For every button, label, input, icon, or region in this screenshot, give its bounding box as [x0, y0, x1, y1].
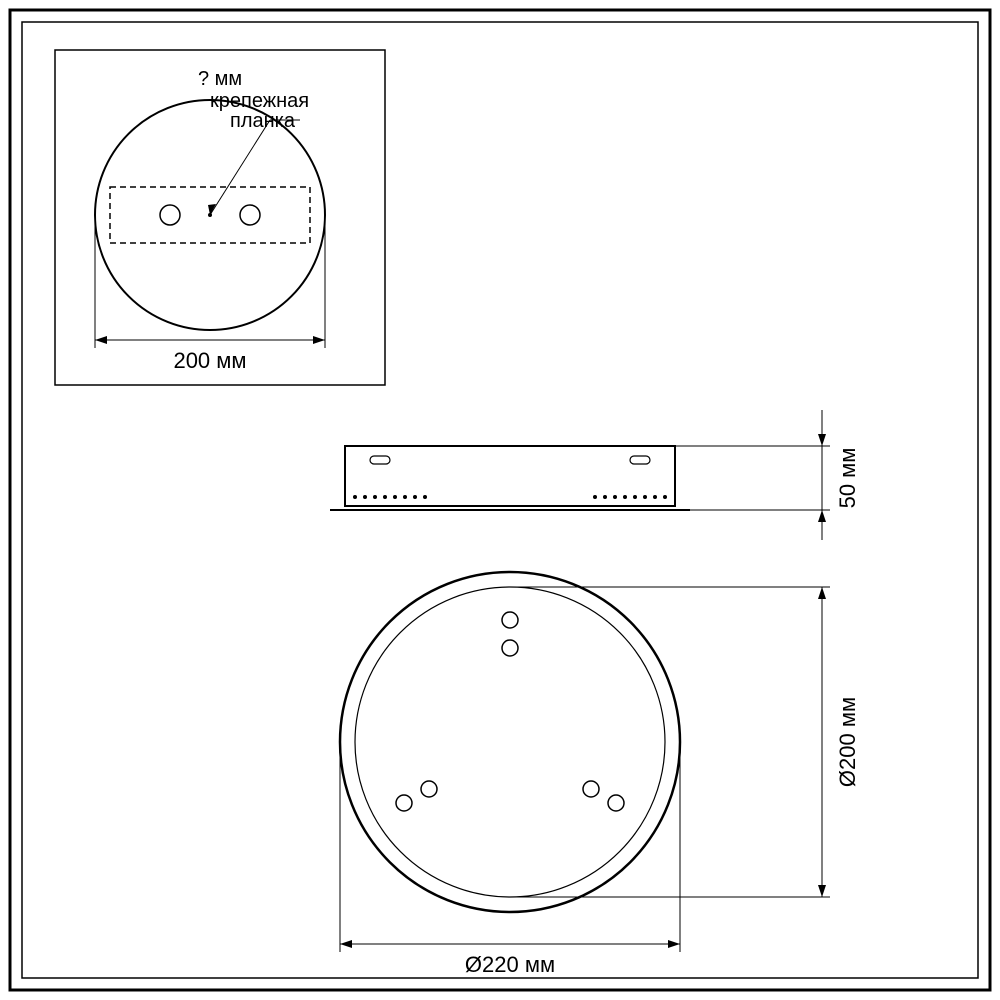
top-dim-width-text: Ø220 мм — [465, 952, 555, 977]
technical-drawing: ? мм крепежная планка 200 мм — [0, 0, 1000, 1000]
top-dim-height-text: Ø200 мм — [835, 697, 860, 787]
side-dots-left — [353, 495, 427, 499]
top-view: Ø220 мм Ø200 мм — [340, 572, 860, 977]
hole-br-outer — [608, 795, 624, 811]
bracket-hole-right — [240, 205, 260, 225]
hole-top-inner — [502, 640, 518, 656]
top-outer-circle — [340, 572, 680, 912]
top-arrow-wr — [668, 940, 680, 948]
side-dots-right — [593, 495, 667, 499]
inset-arrow-left — [95, 336, 107, 344]
inset-dim-text: 200 мм — [173, 348, 246, 373]
drawing-frame: ? мм крепежная планка 200 мм — [0, 0, 1000, 1000]
top-arrow-wl — [340, 940, 352, 948]
side-dim-text: 50 мм — [835, 448, 860, 509]
leader-line — [210, 120, 270, 215]
hole-bl-outer — [396, 795, 412, 811]
inset-label-mm: ? мм — [198, 68, 242, 90]
inset-arrow-right — [313, 336, 325, 344]
side-slot-l — [370, 456, 390, 464]
hole-top-outer — [502, 612, 518, 628]
side-slot-r — [630, 456, 650, 464]
inset-label-line2: крепежная — [210, 90, 309, 112]
bracket-hole-left — [160, 205, 180, 225]
side-arrow-bot — [818, 510, 826, 522]
inset-label-line3: планка — [230, 110, 296, 132]
top-inner-circle — [355, 587, 665, 897]
side-view: 50 мм — [330, 410, 860, 540]
top-arrow-ht — [818, 587, 826, 599]
side-arrow-top — [818, 434, 826, 446]
top-arrow-hb — [818, 885, 826, 897]
hole-br-inner — [583, 781, 599, 797]
inset-detail: ? мм крепежная планка 200 мм — [55, 50, 385, 385]
hole-bl-inner — [421, 781, 437, 797]
